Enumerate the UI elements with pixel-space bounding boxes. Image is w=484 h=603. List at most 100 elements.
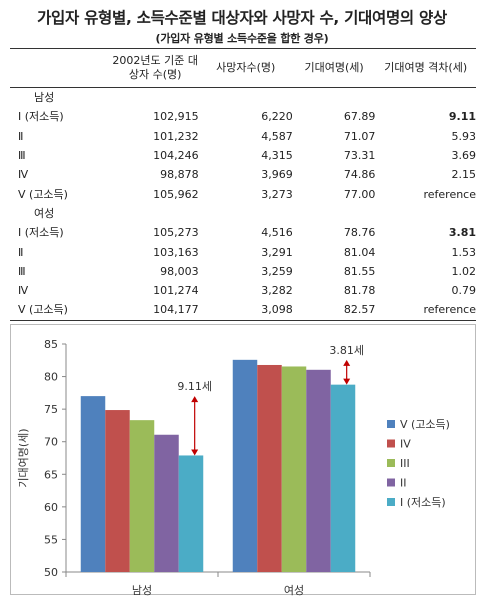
legend-label: IV <box>400 438 411 451</box>
row-level: Ⅳ <box>18 168 29 182</box>
y-tick-label: 85 <box>44 338 58 351</box>
bar-male-5 <box>178 455 204 572</box>
row-population: 102,915 <box>153 110 199 124</box>
row-gap: reference <box>423 303 476 317</box>
group-label: 남성 <box>34 91 55 105</box>
row-gap: 5.93 <box>451 129 477 143</box>
y-tick-label: 55 <box>44 533 58 546</box>
bar-male-2 <box>105 410 130 572</box>
bar-male-4 <box>154 434 179 572</box>
table-row: Ⅳ 101,274 3,282 81.78 0.79 <box>10 281 476 300</box>
row-life-expectancy: 77.00 <box>343 187 376 201</box>
table-body: 남성 Ⅰ (저소득) 102,915 6,220 67.89 9.11 Ⅱ 101,232 4,… <box>10 88 476 321</box>
gap-arrow-head-bottom <box>343 378 351 385</box>
row-level: Ⅲ <box>18 264 26 278</box>
header-population-text: 2002년도 기준 대상자 수(명) <box>112 54 198 81</box>
y-tick-label: 80 <box>44 371 58 384</box>
row-population: 98,003 <box>160 264 199 278</box>
y-tick-label: 65 <box>44 468 58 481</box>
chart-frame <box>10 324 476 595</box>
legend-swatch <box>387 459 395 467</box>
y-tick-label: 50 <box>44 566 58 579</box>
row-life-expectancy: 81.55 <box>343 264 376 278</box>
table-header-row: 2002년도 기준 대상자 수(명) 사망자수(명) 기대여명(세) 기대여명 … <box>10 48 476 88</box>
row-level: Ⅱ <box>18 129 24 143</box>
row-deaths: 6,220 <box>261 110 293 124</box>
legend-label: III <box>400 457 410 470</box>
page-subtitle: (가입자 유형별 소득수준을 합한 경우) <box>155 32 329 45</box>
row-life-expectancy: 81.78 <box>343 284 376 298</box>
header-deaths: 사망자수(명) <box>216 61 276 74</box>
bar-female-1 <box>232 359 258 572</box>
row-population: 101,274 <box>153 284 199 298</box>
table-row: Ⅲ 98,003 3,259 81.55 1.02 <box>10 262 476 281</box>
gap-annotation-label: 3.81세 <box>329 344 364 357</box>
page-title: 가입자 유형별, 소득수준별 대상자와 사망자 수, 기대여명의 양상 <box>37 9 447 27</box>
y-axis-label: 기대여명(세) <box>17 428 30 487</box>
row-life-expectancy: 73.31 <box>343 149 376 163</box>
row-deaths: 3,259 <box>261 264 293 278</box>
x-category-label: 남성 <box>132 584 152 597</box>
gap-arrow-head-top <box>343 359 351 366</box>
row-deaths: 4,516 <box>261 226 293 240</box>
bar-female-3 <box>281 366 307 572</box>
bar-female-5 <box>330 384 356 572</box>
bar-female-4 <box>306 369 331 572</box>
x-category-label: 여성 <box>284 584 304 597</box>
row-life-expectancy: 81.04 <box>343 245 376 259</box>
row-gap: 3.69 <box>451 149 477 163</box>
row-population: 104,177 <box>153 303 199 317</box>
legend-swatch <box>387 478 395 487</box>
table-row: Ⅳ 98,878 3,969 74.86 2.15 <box>10 165 476 184</box>
row-population: 104,246 <box>153 149 199 163</box>
legend-label: V (고소득) <box>400 418 450 431</box>
table-row: Ⅲ 104,246 4,315 73.31 3.69 <box>10 146 476 165</box>
table-group-row: 남성 <box>10 88 476 108</box>
row-population: 98,878 <box>160 168 199 182</box>
bar-male-1 <box>80 396 106 572</box>
row-gap: 2.15 <box>451 168 477 182</box>
row-gap: 1.53 <box>451 245 477 259</box>
row-deaths: 4,587 <box>261 129 293 143</box>
group-label: 여성 <box>34 206 55 220</box>
row-gap: 1.02 <box>451 264 477 278</box>
header-population: 2002년도 기준 대상자 수(명) <box>112 49 199 88</box>
row-population: 105,273 <box>153 226 199 240</box>
gap-annotation-label: 9.11세 <box>177 380 212 393</box>
row-life-expectancy: 78.76 <box>343 226 376 240</box>
row-life-expectancy: 74.86 <box>343 168 376 182</box>
header-gap: 기대여명 격차(세) <box>384 61 468 74</box>
row-population: 101,232 <box>153 129 199 143</box>
table-row: Ⅰ (저소득) 102,915 6,220 67.89 9.11 <box>10 107 476 126</box>
bar-female-2 <box>257 364 282 572</box>
row-level: Ⅴ (고소득) <box>18 303 68 317</box>
row-level: Ⅴ (고소득) <box>18 187 68 201</box>
legend-swatch <box>387 420 395 428</box>
row-level: Ⅳ <box>18 284 29 298</box>
row-life-expectancy: 82.57 <box>343 303 376 317</box>
row-level: Ⅰ (저소득) <box>18 226 64 240</box>
table-row: Ⅱ 101,232 4,587 71.07 5.93 <box>10 127 476 146</box>
row-gap: 3.81 <box>448 226 476 240</box>
row-gap: 0.79 <box>451 284 477 298</box>
legend-swatch <box>387 439 395 448</box>
row-level: Ⅲ <box>18 149 26 163</box>
gap-arrow-head-top <box>191 396 199 403</box>
legend-label: II <box>400 477 407 490</box>
row-population: 103,163 <box>153 245 199 259</box>
legend-label: I (저소득) <box>400 496 446 509</box>
row-deaths: 4,315 <box>261 149 293 163</box>
table-group-row: 여성 <box>10 204 476 223</box>
legend-swatch <box>387 498 395 506</box>
stats-table: 2002년도 기준 대상자 수(명) 사망자수(명) 기대여명(세) 기대여명 … <box>10 48 476 321</box>
row-gap: reference <box>423 187 476 201</box>
y-tick-label: 60 <box>44 501 58 514</box>
row-life-expectancy: 67.89 <box>343 110 376 124</box>
row-level: Ⅰ (저소득) <box>18 110 64 124</box>
table-row: Ⅰ (저소득) 105,273 4,516 78.76 3.81 <box>10 223 476 242</box>
gap-arrow-head-bottom <box>191 449 199 456</box>
header-life-expectancy: 기대여명(세) <box>304 61 364 74</box>
row-gap: 9.11 <box>448 110 476 124</box>
row-population: 105,962 <box>153 187 199 201</box>
